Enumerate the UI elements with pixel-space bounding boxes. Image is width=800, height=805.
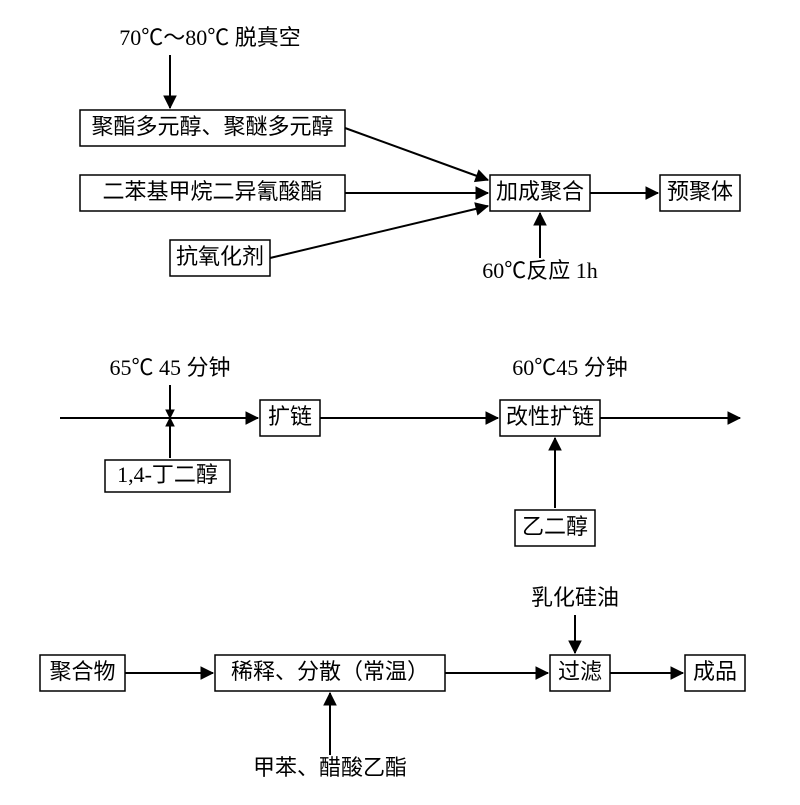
flow-edge-0 (164, 55, 176, 108)
edge-arrowhead (201, 667, 213, 679)
flow-box-prepoly: 预聚体 (660, 175, 740, 211)
edge-arrowhead (476, 187, 488, 199)
edge-arrowhead (534, 213, 546, 225)
flow-edge-10 (549, 438, 561, 508)
flow-edge-6 (60, 412, 258, 424)
flow-box-chainext: 扩链 (260, 400, 320, 436)
edge-arrowhead (475, 170, 488, 181)
edge-line (345, 128, 488, 180)
box-label: 聚合物 (49, 659, 115, 684)
edge-arrowhead (246, 412, 258, 424)
flow-edge-9 (320, 412, 498, 424)
edge-arrowhead (486, 412, 498, 424)
flow-edge-4 (534, 213, 546, 258)
edge-arrowhead (324, 693, 336, 705)
flow-edge-2 (345, 187, 488, 199)
flow-edge-13 (324, 693, 336, 755)
flow-edge-5 (590, 187, 658, 199)
box-label: 扩链 (268, 404, 312, 429)
flow-box-mdi: 二苯基甲烷二异氰酸酯 (80, 175, 345, 211)
box-label: 改性扩链 (506, 404, 594, 429)
flow-box-bdo: 1,4-丁二醇 (105, 460, 230, 492)
edge-arrowhead (569, 641, 581, 653)
box-label: 预聚体 (667, 179, 733, 204)
box-label: 加成聚合 (496, 179, 584, 204)
flow-edge-7 (166, 385, 174, 418)
edge-arrowhead (166, 418, 174, 426)
flow-box-addpoly: 加成聚合 (490, 175, 590, 211)
edge-arrowhead (166, 410, 174, 418)
flow-text-temp2: 65℃ 45 分钟 (109, 355, 230, 380)
flow-box-eg: 乙二醇 (515, 510, 595, 546)
flow-box-polyols: 聚酯多元醇、聚醚多元醇 (80, 110, 345, 146)
flow-edge-11 (600, 412, 740, 424)
flow-edge-14 (445, 667, 548, 679)
flow-box-polymer: 聚合物 (40, 655, 125, 691)
flow-box-dilute: 稀释、分散（常温） (215, 655, 445, 691)
edge-arrowhead (646, 187, 658, 199)
flow-box-antiox: 抗氧化剂 (170, 240, 270, 276)
box-label: 抗氧化剂 (176, 244, 264, 269)
flow-text-solvent: 甲苯、醋酸乙酯 (253, 755, 407, 780)
box-label: 1,4-丁二醇 (117, 462, 218, 487)
flow-box-modchain: 改性扩链 (500, 400, 600, 436)
box-label: 稀释、分散（常温） (231, 659, 429, 684)
box-label: 聚酯多元醇、聚醚多元醇 (91, 114, 333, 139)
flow-edge-8 (166, 418, 174, 458)
flow-text-silicone: 乳化硅油 (531, 585, 619, 610)
box-label: 二苯基甲烷二异氰酸酯 (102, 179, 322, 204)
edge-arrowhead (671, 667, 683, 679)
flow-text-temp3: 60℃45 分钟 (512, 355, 628, 380)
edge-arrowhead (475, 203, 488, 215)
edge-arrowhead (549, 438, 561, 450)
flow-edge-16 (610, 667, 683, 679)
flow-text-temp1: 70℃～80℃ 脱真空 (119, 25, 301, 50)
edge-line (270, 206, 488, 258)
flow-edge-12 (125, 667, 213, 679)
flow-edge-1 (345, 128, 488, 182)
box-label: 成品 (693, 659, 737, 684)
flow-box-product: 成品 (685, 655, 745, 691)
flow-edge-15 (569, 615, 581, 653)
flow-text-react1: 60℃反应 1h (482, 258, 598, 283)
flow-box-filter: 过滤 (550, 655, 610, 691)
edge-arrowhead (536, 667, 548, 679)
edge-arrowhead (728, 412, 740, 424)
box-label: 乙二醇 (522, 514, 588, 539)
box-label: 过滤 (558, 659, 602, 684)
edge-arrowhead (164, 96, 176, 108)
